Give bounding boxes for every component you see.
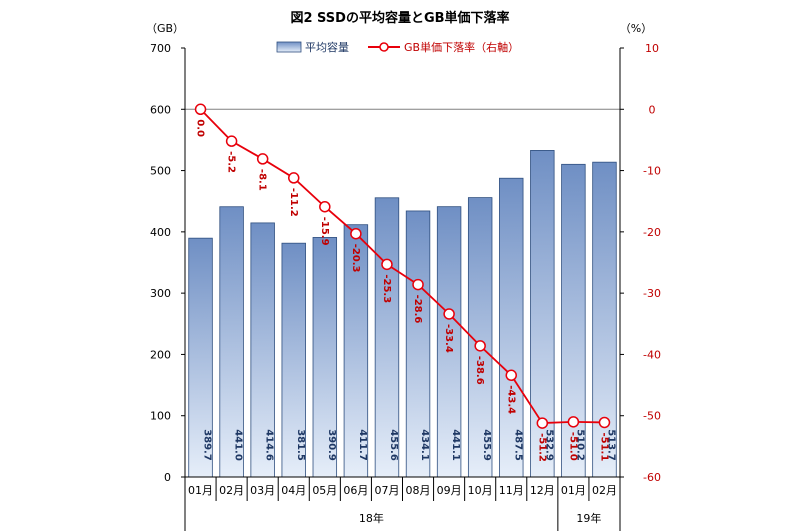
left-tick-label: 100 (150, 410, 171, 423)
rate-marker (536, 417, 549, 429)
plot-area: 389.7 441.0 414.6 381.5 390.9 411.7 455.6 434.1… (150, 42, 661, 531)
left-tick-label: 600 (150, 103, 171, 116)
rate-marker (567, 416, 580, 428)
right-tick-label: -60 (643, 471, 661, 484)
x-tick-label: 09月 (437, 484, 462, 497)
right-tick-label: -10 (643, 165, 661, 178)
left-tick-label: 500 (150, 165, 171, 178)
legend-line-label: GB単価下落率（右軸） (404, 40, 519, 54)
bar-value-label: 510.2 (574, 429, 585, 461)
x-tick-label: 07月 (374, 484, 399, 497)
rate-value-label: 0.0 (195, 119, 206, 137)
bar-value-label: 455.6 (388, 429, 399, 461)
x-tick-label: 12月 (530, 484, 555, 497)
x-tick-label: 06月 (343, 484, 368, 497)
rate-marker (443, 308, 455, 320)
rate-marker (474, 340, 486, 352)
right-tick-label: -40 (643, 348, 661, 361)
rate-value-label: -51.0 (567, 432, 578, 461)
rate-marker (194, 103, 207, 116)
bar-value-label: 513.7 (605, 429, 616, 461)
rate-marker (505, 369, 517, 382)
chart-title: 図2 SSDの平均容量とGB単価下落率 (290, 10, 509, 26)
x-tick-label: 11月 (499, 484, 524, 497)
rate-value-label: -38.6 (474, 356, 485, 385)
left-tick-label: 400 (150, 226, 171, 239)
left-tick-label: 200 (150, 348, 171, 361)
right-tick-label: -20 (643, 226, 661, 239)
rate-value-label: -15.9 (319, 217, 330, 246)
bar-value-label: 532.9 (543, 429, 554, 461)
bar-value-label: 441.0 (233, 429, 244, 461)
rate-value-label: -11.2 (288, 188, 299, 217)
bar-value-label: 389.7 (202, 429, 213, 461)
rate-marker (350, 227, 362, 240)
x-tick-label: 02月 (592, 484, 617, 497)
legend-bar-swatch (276, 41, 302, 53)
bar-value-label: 487.5 (512, 429, 523, 461)
left-tick-label: 0 (164, 471, 171, 484)
right-tick-label: 0 (649, 103, 656, 116)
legend: 平均容量 GB単価下落率（右軸） (276, 40, 519, 54)
rate-marker (256, 153, 269, 165)
rate-value-label: -5.2 (226, 151, 237, 173)
rate-line (199, 108, 605, 424)
right-tick-label: -50 (643, 410, 661, 423)
rate-value-label: -8.1 (257, 169, 268, 191)
rate-marker (319, 200, 331, 213)
x-tick-label: 10月 (468, 484, 493, 497)
right-tick-label: 10 (645, 42, 659, 55)
bar-value-label: 455.9 (481, 429, 492, 461)
bar-value-label: 414.6 (264, 429, 275, 461)
bar-value-label: 390.9 (326, 429, 337, 461)
rate-value-label: -20.3 (350, 244, 361, 273)
x-tick-label: 04月 (281, 484, 306, 497)
right-axis-unit: （%） (620, 22, 652, 35)
x-tick-label: 08月 (406, 484, 431, 497)
right-tick-label: -30 (643, 287, 661, 300)
rate-marker (225, 135, 238, 147)
legend-bar-label: 平均容量 (305, 40, 349, 54)
left-tick-label: 300 (150, 287, 171, 300)
x-tick-label: 02月 (219, 484, 244, 497)
x-tick-label: 01月 (561, 484, 586, 497)
rate-marker (412, 278, 424, 291)
x-tick-label: 03月 (250, 484, 275, 497)
bar-value-label: 434.1 (419, 429, 430, 461)
rate-value-label: -33.4 (443, 324, 454, 353)
rate-marker (381, 258, 393, 271)
bar-value-label: 441.1 (450, 429, 461, 461)
rate-value-label: -28.6 (412, 295, 423, 324)
x-tick-label: 01月 (188, 484, 213, 497)
year-group-label: 19年 (576, 511, 601, 525)
rate-marker (598, 416, 611, 429)
x-tick-label: 05月 (312, 484, 337, 497)
rate-value-label: -51.1 (598, 432, 609, 461)
rate-value-label: -25.3 (381, 274, 392, 303)
rate-value-label: -51.2 (536, 433, 547, 462)
rate-marker (288, 172, 300, 184)
left-tick-label: 700 (150, 42, 171, 55)
legend-line-marker (379, 42, 389, 52)
bar-value-label: 381.5 (295, 429, 306, 461)
bar-value-label: 411.7 (357, 429, 368, 461)
left-axis-unit: （GB） (146, 22, 184, 35)
year-group-label: 18年 (359, 511, 384, 525)
rate-value-label: -43.4 (505, 385, 516, 414)
